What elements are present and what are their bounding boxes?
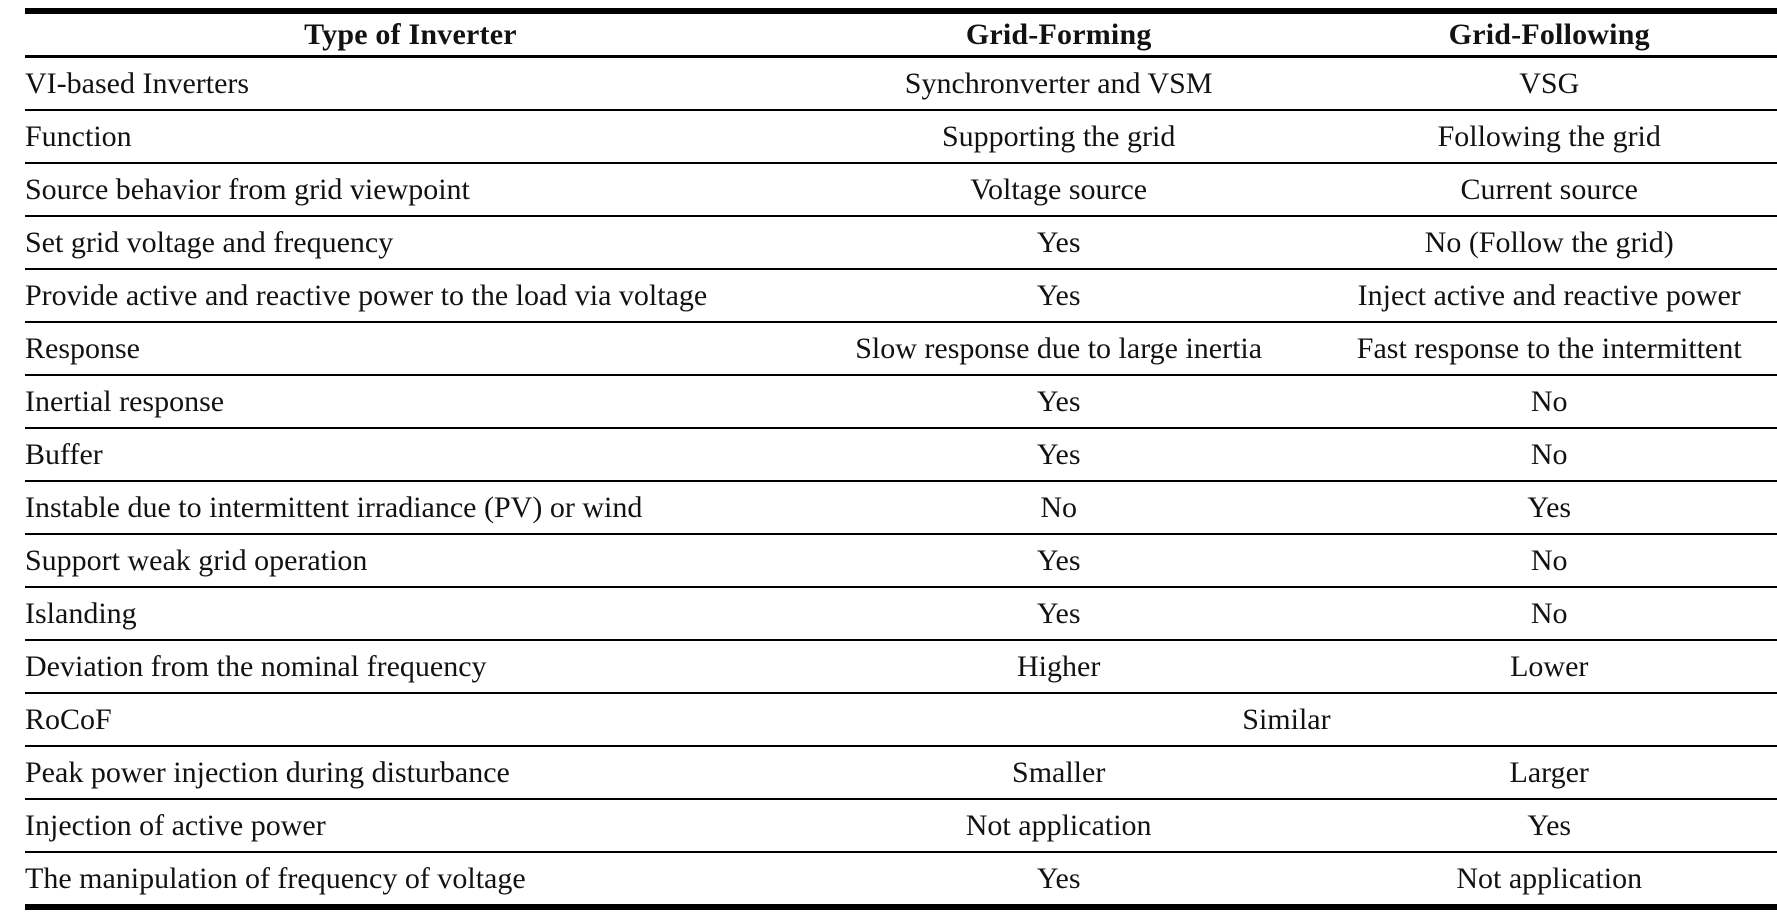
grid-following-cell: No: [1321, 586, 1777, 640]
row-label-cell: The manipulation of frequency of voltage: [25, 851, 796, 907]
row-label-cell: Support weak grid operation: [25, 533, 796, 587]
table-row: Source behavior from grid viewpoint Volta…: [25, 162, 1777, 216]
row-label-cell: Deviation from the nominal frequency: [25, 639, 796, 693]
grid-forming-cell: Slow response due to large inertia: [795, 321, 1322, 375]
grid-forming-cell: Yes: [795, 586, 1322, 640]
table-row: Support weak grid operation Yes No: [25, 533, 1777, 587]
grid-forming-cell: Yes: [795, 215, 1322, 269]
row-label-cell: Provide active and reactive power to the…: [25, 268, 796, 322]
row-label-cell: Set grid voltage and frequency: [25, 215, 796, 269]
row-label-cell: Inertial response: [25, 374, 796, 428]
grid-forming-cell: Yes: [795, 427, 1322, 481]
table-row: VI-based Inverters Synchronverter and VSM…: [25, 57, 1777, 111]
grid-forming-cell: Synchronverter and VSM: [904, 67, 1213, 100]
table-header: Type of Inverter Grid-Forming Grid-Follo…: [25, 11, 1777, 58]
row-label-cell: VI-based Inverters: [25, 67, 250, 100]
table-row: Response Slow response due to large inert…: [25, 321, 1777, 375]
header-grid-forming: Grid-Forming: [795, 11, 1322, 58]
table-row: Peak power injection during disturbance S…: [25, 745, 1777, 799]
grid-following-cell: No: [1321, 374, 1777, 428]
row-label-cell: Injection of active power: [25, 798, 796, 852]
row-label-cell: Response: [25, 321, 796, 375]
table-body: VI-based Inverters Synchronverter and VSM…: [25, 57, 1777, 907]
row-label-cell: RoCoF: [25, 692, 796, 746]
shared-value-cell: Similar: [795, 692, 1777, 746]
row-label-cell: Buffer: [25, 427, 796, 481]
table-row: Set grid voltage and frequency Yes No (Fol…: [25, 215, 1777, 269]
row-label-cell: Instable due to intermittent irradiance …: [25, 480, 796, 534]
grid-forming-cell: Yes: [795, 851, 1322, 907]
grid-following-cell: Inject active and reactive power: [1321, 268, 1777, 322]
grid-following-cell: No: [1321, 427, 1777, 481]
grid-following-cell: Yes: [1321, 480, 1777, 534]
table-row: Buffer Yes No: [25, 427, 1777, 481]
table-row: Injection of active power Not application…: [25, 798, 1777, 852]
grid-forming-cell: Yes: [795, 268, 1322, 322]
table-row: Instable due to intermittent irradiance …: [25, 480, 1777, 534]
table-row: The manipulation of frequency of voltage…: [25, 851, 1777, 907]
table-row: Function Supporting the grid Following the…: [25, 109, 1777, 163]
grid-following-cell: Current source: [1321, 162, 1777, 216]
header-row: Type of Inverter Grid-Forming Grid-Follo…: [25, 11, 1777, 58]
table-row: Inertial response Yes No: [25, 374, 1777, 428]
grid-forming-cell: No: [795, 480, 1322, 534]
grid-following-cell: Larger: [1321, 745, 1777, 799]
grid-forming-cell: Not application: [795, 798, 1322, 852]
grid-forming-cell: Yes: [795, 374, 1322, 428]
grid-forming-cell: Smaller: [795, 745, 1322, 799]
row-label-cell: Source behavior from grid viewpoint: [25, 162, 796, 216]
row-label-cell: Peak power injection during disturbance: [25, 745, 796, 799]
grid-following-cell: Lower: [1321, 639, 1777, 693]
table-row: Deviation from the nominal frequency High…: [25, 639, 1777, 693]
inverter-comparison-table: Type of Inverter Grid-Forming Grid-Follo…: [25, 8, 1777, 910]
table-row: Provide active and reactive power to the…: [25, 268, 1777, 322]
grid-following-cell: Not application: [1321, 851, 1777, 907]
header-grid-following: Grid-Following: [1321, 11, 1777, 58]
grid-forming-cell: Supporting the grid: [795, 109, 1322, 163]
row-label-cell: Function: [25, 109, 796, 163]
inverter-comparison-table-wrap: Type of Inverter Grid-Forming Grid-Follo…: [25, 8, 1777, 910]
grid-forming-cell: Voltage source: [795, 162, 1322, 216]
table-row: Islanding Yes No: [25, 586, 1777, 640]
grid-forming-cell: Higher: [795, 639, 1322, 693]
grid-following-cell: VSG: [1519, 67, 1580, 100]
grid-following-cell: Following the grid: [1321, 109, 1777, 163]
table-row: RoCoF Similar: [25, 692, 1777, 746]
grid-forming-cell: Yes: [795, 533, 1322, 587]
grid-following-cell: Yes: [1321, 798, 1777, 852]
grid-following-cell: No: [1321, 533, 1777, 587]
grid-following-cell: No (Follow the grid): [1321, 215, 1777, 269]
header-type-of-inverter: Type of Inverter: [25, 11, 796, 58]
grid-following-cell: Fast response to the intermittent: [1321, 321, 1777, 375]
row-label-cell: Islanding: [25, 586, 796, 640]
